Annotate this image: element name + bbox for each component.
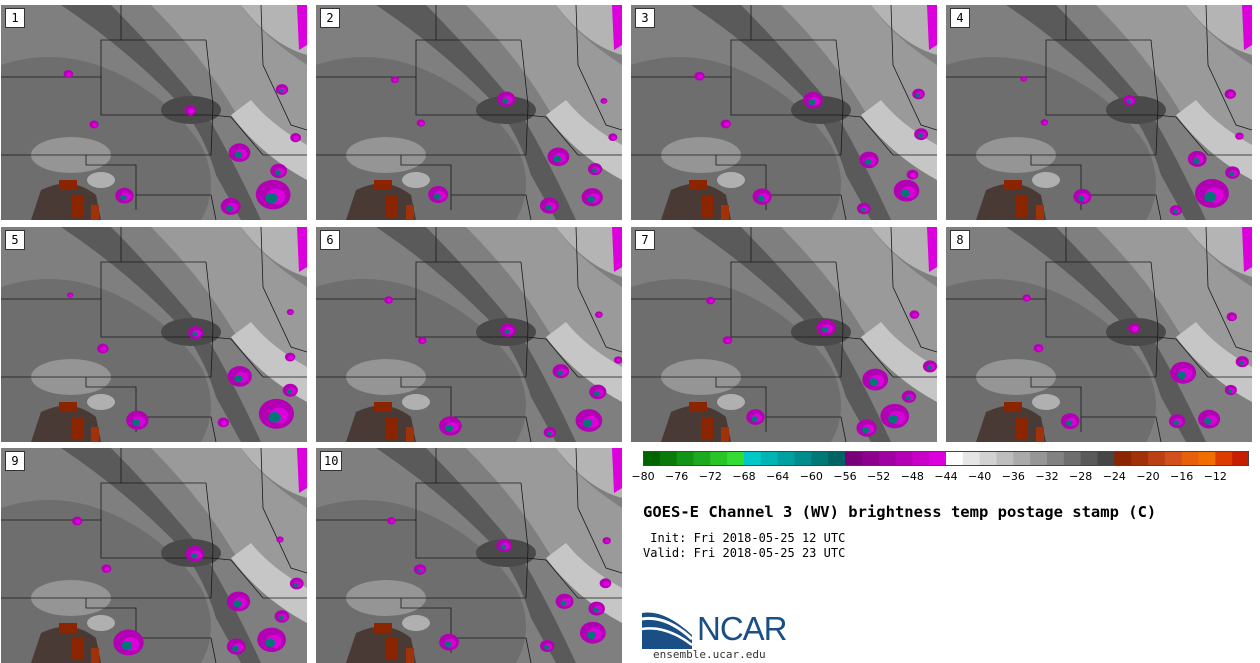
colorbar-tick-label: −40 bbox=[968, 470, 992, 483]
colorbar-bin bbox=[962, 451, 981, 466]
panel-number: 4 bbox=[950, 8, 970, 28]
wv-map bbox=[631, 227, 937, 442]
figure-title: GOES-E Channel 3 (WV) brightness temp po… bbox=[643, 503, 1157, 521]
colorbar-bin bbox=[1148, 451, 1166, 466]
wv-map bbox=[1, 448, 307, 663]
colorbar-bin bbox=[643, 451, 661, 466]
panel-number: 8 bbox=[950, 230, 970, 250]
colorbar-bin bbox=[727, 451, 745, 466]
init-time: Init: Fri 2018-05-25 12 UTC bbox=[643, 531, 846, 545]
colorbar-bin bbox=[744, 451, 762, 466]
colorbar-bin bbox=[946, 451, 964, 466]
wv-map bbox=[1, 227, 307, 442]
colorbar-tick-label: −44 bbox=[934, 470, 958, 483]
colorbar-tick-label: −52 bbox=[867, 470, 891, 483]
colorbar-tick-label: −48 bbox=[900, 470, 924, 483]
colorbar-bin bbox=[811, 451, 829, 466]
valid-time: Valid: Fri 2018-05-25 23 UTC bbox=[643, 546, 846, 560]
colorbar-bin bbox=[1198, 451, 1216, 466]
colorbar-tick-label: −76 bbox=[665, 470, 689, 483]
ncar-wordmark: NCAR bbox=[697, 610, 788, 647]
colorbar-bin bbox=[828, 451, 846, 466]
colorbar-tick-label: −12 bbox=[1203, 470, 1227, 483]
colorbar-bin bbox=[1047, 451, 1065, 466]
panel-number: 7 bbox=[635, 230, 655, 250]
colorbar-tick-label: −68 bbox=[732, 470, 756, 483]
postage-stamp-panel: 9 bbox=[1, 448, 307, 663]
panel-number: 10 bbox=[320, 451, 343, 471]
postage-stamp-panel: 6 bbox=[316, 227, 622, 442]
colorbar-bin bbox=[1063, 451, 1082, 466]
colorbar-tick-label: −24 bbox=[1102, 470, 1126, 483]
colorbar-bin bbox=[1181, 451, 1199, 466]
colorbar-bin bbox=[912, 451, 930, 466]
colorbar-tick-label: −80 bbox=[631, 470, 655, 483]
wv-map bbox=[946, 227, 1252, 442]
wv-map bbox=[946, 5, 1252, 220]
panel-number: 6 bbox=[320, 230, 340, 250]
colorbar-bin bbox=[895, 451, 913, 466]
colorbar-bin bbox=[861, 451, 880, 466]
colorbar-tick-label: −28 bbox=[1069, 470, 1093, 483]
panel-number: 2 bbox=[320, 8, 340, 28]
colorbar-bin bbox=[1097, 451, 1115, 466]
wv-map bbox=[316, 448, 622, 663]
colorbar-bin bbox=[1131, 451, 1149, 466]
colorbar-bin bbox=[659, 451, 678, 466]
colorbar-bin bbox=[693, 451, 711, 466]
colorbar-bin bbox=[979, 451, 997, 466]
colorbar-tick-label: −16 bbox=[1170, 470, 1194, 483]
panel-number: 1 bbox=[5, 8, 25, 28]
colorbar-bin bbox=[1030, 451, 1048, 466]
colorbar-tick-label: −32 bbox=[1035, 470, 1059, 483]
postage-stamp-panel: 5 bbox=[1, 227, 307, 442]
colorbar-tick-label: −64 bbox=[766, 470, 790, 483]
site-url: ensemble.ucar.edu bbox=[653, 648, 766, 661]
colorbar bbox=[643, 451, 1249, 466]
postage-stamp-panel: 2 bbox=[316, 5, 622, 220]
postage-stamp-panel: 3 bbox=[631, 5, 937, 220]
wv-map bbox=[316, 227, 622, 442]
colorbar-tick-label: −36 bbox=[1001, 470, 1025, 483]
colorbar-bin bbox=[1232, 451, 1249, 466]
colorbar-bin bbox=[794, 451, 812, 466]
colorbar-tick-label: −56 bbox=[833, 470, 857, 483]
colorbar-tick-label: −20 bbox=[1136, 470, 1160, 483]
panel-number: 9 bbox=[5, 451, 25, 471]
panel-number: 5 bbox=[5, 230, 25, 250]
wv-map bbox=[316, 5, 622, 220]
colorbar-bin bbox=[1013, 451, 1031, 466]
postage-stamp-panel: 8 bbox=[946, 227, 1252, 442]
wv-map bbox=[631, 5, 937, 220]
colorbar-bin bbox=[1215, 451, 1233, 466]
postage-stamp-panel: 7 bbox=[631, 227, 937, 442]
colorbar-tick-label: −60 bbox=[799, 470, 823, 483]
colorbar-bin bbox=[1080, 451, 1098, 466]
ncar-logo-icon bbox=[642, 612, 694, 649]
colorbar-bin bbox=[710, 451, 728, 466]
postage-stamp-panel: 1 bbox=[1, 5, 307, 220]
postage-stamp-panel: 4 bbox=[946, 5, 1252, 220]
wv-map bbox=[1, 5, 307, 220]
colorbar-bin bbox=[1114, 451, 1132, 466]
colorbar-bin bbox=[676, 451, 694, 466]
colorbar-bin bbox=[845, 451, 863, 466]
colorbar-bin bbox=[996, 451, 1014, 466]
colorbar-bin bbox=[777, 451, 795, 466]
colorbar-tick-label: −72 bbox=[698, 470, 722, 483]
postage-stamp-panel: 10 bbox=[316, 448, 622, 663]
colorbar-bin bbox=[878, 451, 896, 466]
colorbar-bin bbox=[760, 451, 779, 466]
colorbar-bin bbox=[929, 451, 947, 466]
colorbar-bin bbox=[1164, 451, 1183, 466]
panel-number: 3 bbox=[635, 8, 655, 28]
